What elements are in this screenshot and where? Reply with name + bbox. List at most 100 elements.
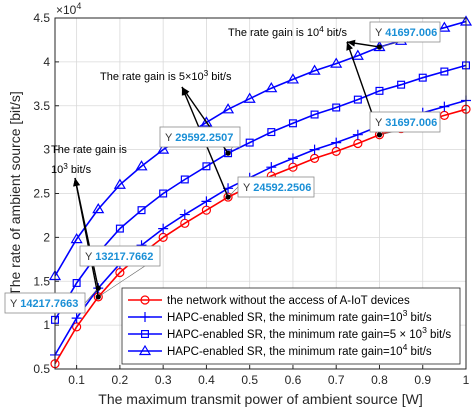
datatip-marker (95, 285, 101, 291)
data-point (222, 103, 235, 114)
data-point (309, 144, 320, 155)
data-point (140, 312, 150, 322)
datatips: Y 14217.7663 Y 13217.7662 Y 29592.2507 Y 24… (4, 21, 441, 314)
data-point (243, 92, 256, 103)
datatip[interactable]: Y 24592.2506 (225, 176, 315, 200)
legend-label: HAPC-enabled SR, the minimum rate gain=1… (167, 308, 432, 324)
data-point (266, 162, 277, 173)
legend-box (121, 287, 461, 365)
y-tick-label: 3 (43, 143, 50, 157)
data-point (202, 162, 211, 171)
arrow-head (347, 39, 356, 47)
data-point (92, 202, 105, 214)
data-point (72, 279, 81, 288)
annotation-text: The rate gain is (51, 144, 127, 156)
data-point (330, 57, 343, 68)
data-point (267, 128, 276, 137)
data-point (141, 330, 150, 339)
datatip[interactable]: Y 41697.006 (369, 21, 441, 50)
x-tick-label: 0.9 (414, 373, 431, 387)
data-point (71, 313, 82, 324)
data-point (351, 49, 364, 60)
data-point (137, 206, 146, 215)
x-tick-label: 1 (463, 373, 470, 387)
data-point (310, 110, 319, 119)
x-tick-label: 0.3 (155, 373, 172, 387)
x-axis-label: The maximum transmit power of ambient so… (98, 391, 422, 407)
data-point (245, 138, 254, 147)
arrow-head (346, 42, 353, 51)
data-point (331, 137, 342, 148)
data-point (308, 64, 321, 75)
y-tick-label: 2.5 (33, 187, 50, 201)
data-point (440, 67, 449, 76)
annotations: The rate gain is 103 bit/s The rate gain i… (51, 25, 381, 298)
y-axis-label: The rate of ambient source [bit/s] (7, 91, 23, 296)
datatip-text: Y 13217.7662 (85, 251, 153, 263)
datatip[interactable]: Y 31697.006 (369, 111, 441, 138)
data-point (115, 224, 124, 233)
data-point (265, 82, 278, 93)
datatip-box (369, 111, 441, 133)
y-tick-label: 3.5 (33, 99, 50, 113)
x-tick-label: 0.4 (198, 373, 215, 387)
data-point (288, 119, 297, 128)
datatip-box (237, 176, 315, 198)
datatip[interactable]: Y 13217.7662 (79, 245, 161, 300)
arrow-head (181, 87, 189, 96)
datatip-marker (95, 294, 101, 300)
data-point (157, 143, 170, 154)
data-point (397, 80, 406, 89)
legend: the network without the access of A-IoT … (121, 287, 461, 365)
data-point (159, 189, 168, 198)
legend-entry: the network without the access of A-IoT … (128, 295, 410, 307)
arrow-head (73, 178, 80, 187)
data-point (352, 129, 363, 140)
legend-entry: HAPC-enabled SR, the minimum rate gain=1… (128, 308, 432, 324)
y-tick-label: 0.5 (33, 362, 50, 376)
datatip-marker (225, 194, 231, 200)
data-point (180, 175, 189, 184)
annotation-text: The rate gain is 104 bit/s (228, 25, 347, 40)
data-point (179, 209, 190, 220)
datatip-marker (376, 44, 383, 50)
datatip-text: Y 31697.006 (375, 117, 437, 129)
x-tick-label: 0.2 (112, 373, 129, 387)
x-tick-label: 0.5 (241, 373, 258, 387)
data-point (438, 21, 451, 32)
series-3 (50, 61, 471, 324)
data-point (353, 95, 362, 104)
datatip[interactable]: Y 14217.7663 (4, 285, 101, 314)
datatip-text: Y 41697.006 (375, 27, 437, 39)
x-tick-label: 0.6 (285, 373, 302, 387)
data-point (70, 232, 83, 244)
data-point (113, 178, 126, 189)
datatip-box (369, 21, 441, 43)
datatip-box (4, 292, 86, 314)
legend-label: HAPC-enabled SR, the minimum rate gain=5… (167, 325, 451, 341)
data-point (439, 101, 450, 112)
y-axis-exponent: ×104 (56, 1, 81, 17)
datatip-text: Y 24592.2506 (243, 182, 311, 194)
data-point (200, 116, 213, 127)
datatip-leader (84, 287, 99, 304)
datatip-box (79, 245, 161, 267)
x-tick-label: 0.1 (68, 373, 85, 387)
data-point (286, 73, 299, 84)
datatip-marker (376, 132, 383, 138)
datatip[interactable]: Y 29592.2507 (159, 126, 241, 156)
legend-label: the network without the access of A-IoT … (167, 295, 410, 307)
annotation-text: 103 bit/s (51, 162, 92, 177)
data-point (332, 103, 341, 112)
data-point (158, 223, 169, 234)
datatip-box (159, 126, 241, 148)
data-point (224, 149, 233, 158)
data-point (138, 344, 152, 356)
annotation-arrow (74, 177, 99, 298)
y-tick-label: 1.5 (33, 274, 50, 288)
ticks: 0.1 0.2 0.3 0.4 0.5 0.6 0.7 0.8 0.9 1 0.5 1 1.5 2 2.5 3… (33, 11, 469, 387)
annotation-text: The rate gain is 5×103 bit/s (100, 69, 232, 84)
x-tick-label: 0.8 (371, 373, 388, 387)
y-tick-label: 1 (43, 318, 50, 332)
